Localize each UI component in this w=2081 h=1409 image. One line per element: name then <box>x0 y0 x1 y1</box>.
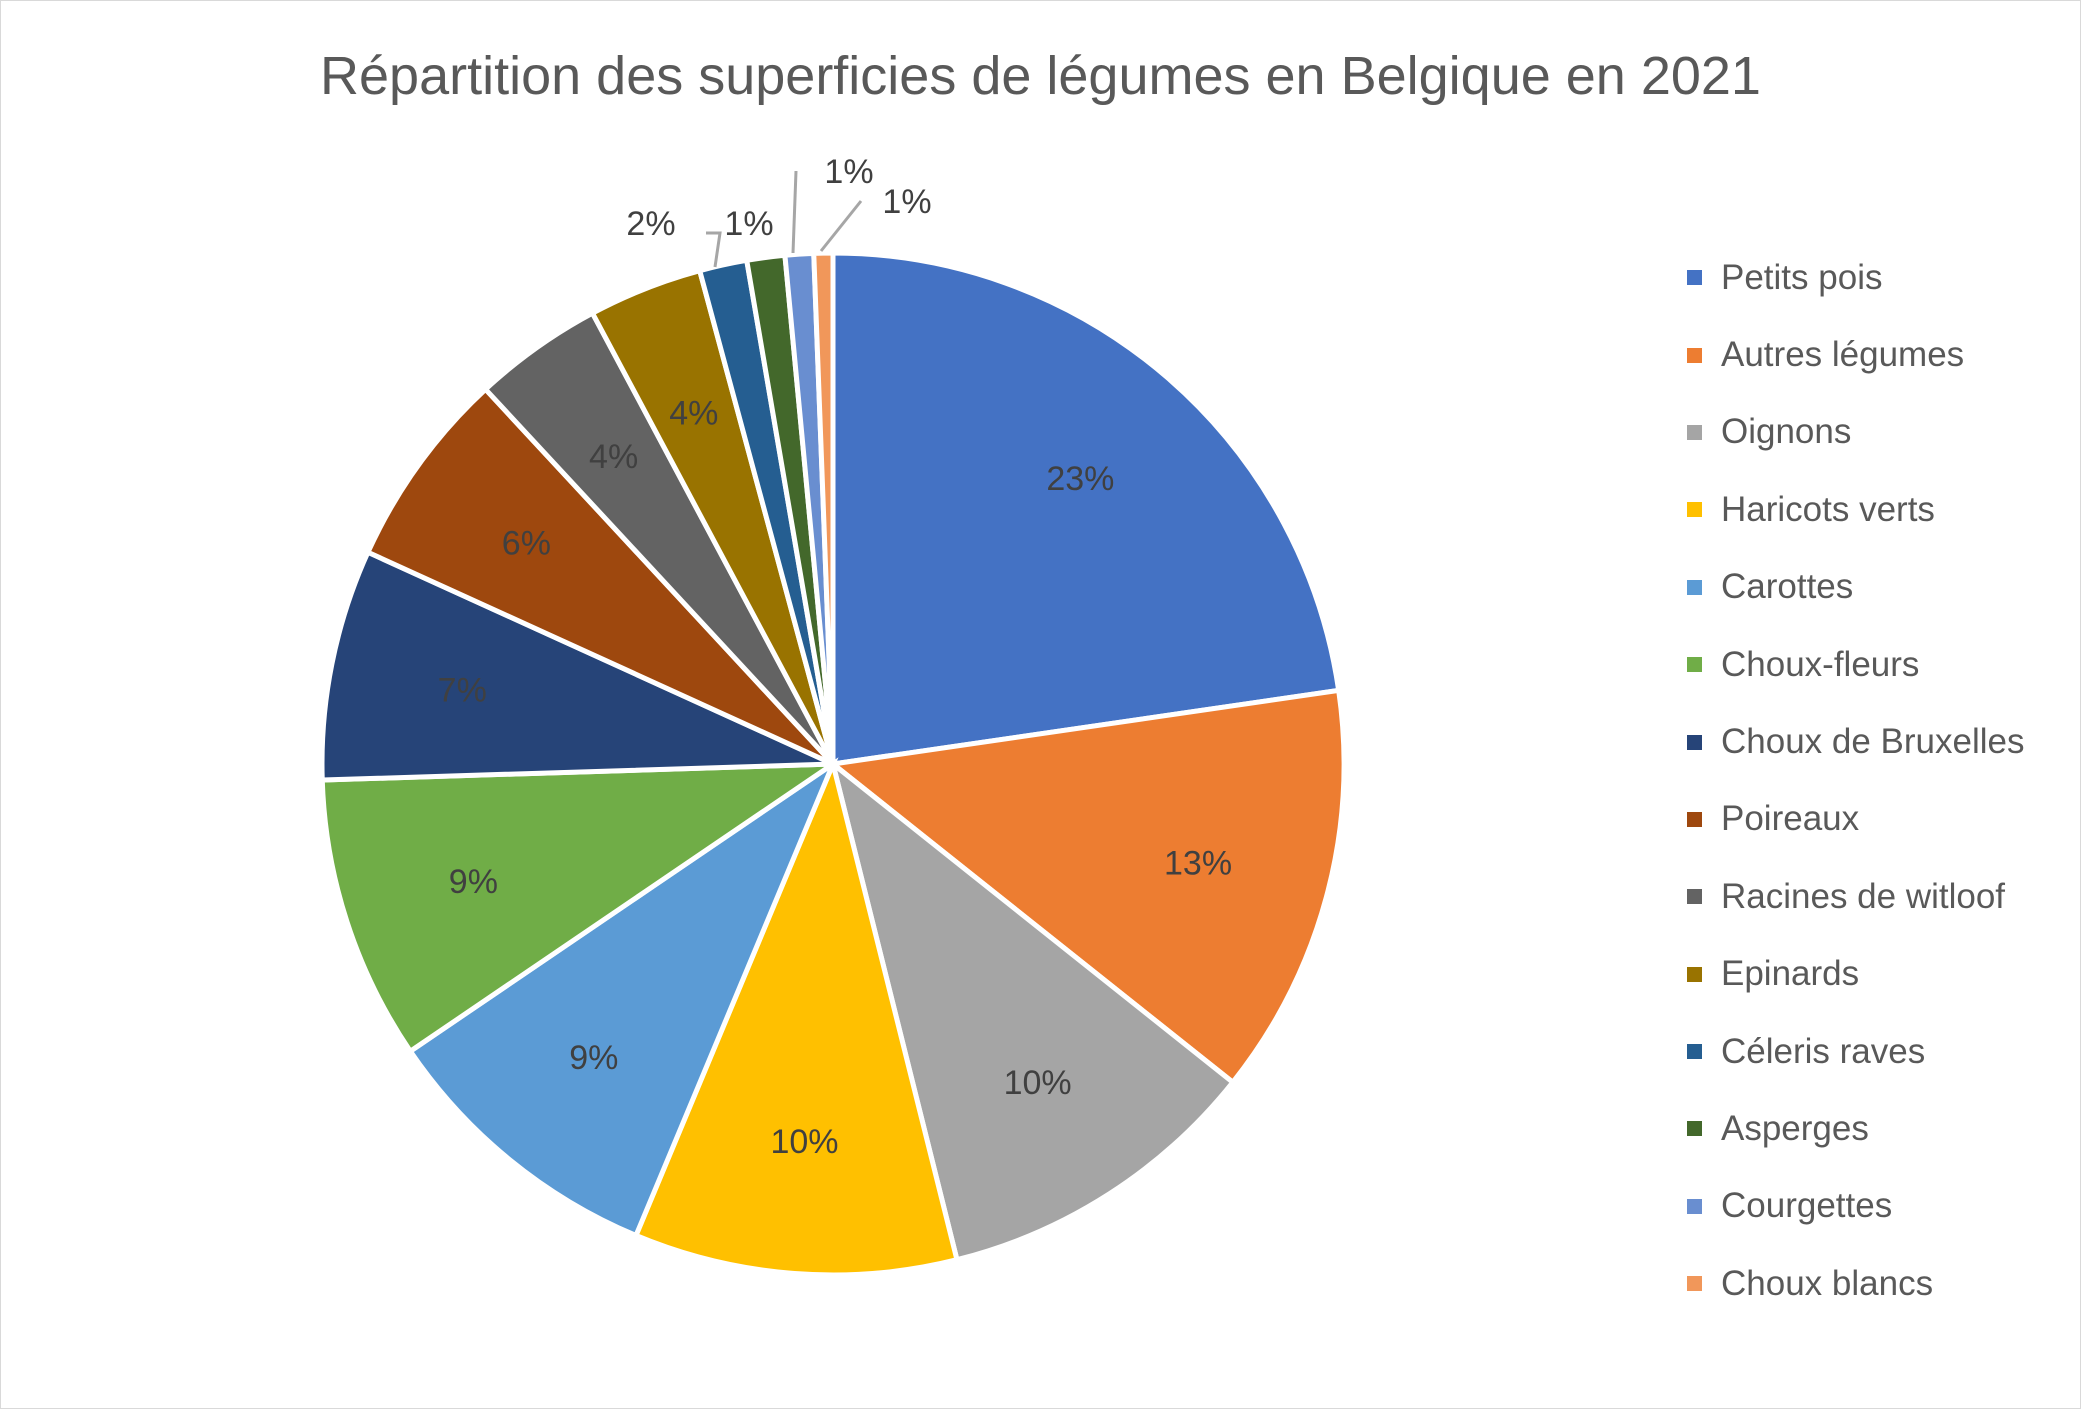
legend-item: Carottes <box>1687 549 2025 626</box>
data-label-0: 23% <box>1046 460 1114 498</box>
data-label-8: 4% <box>589 438 638 476</box>
leader-line-12 <box>791 170 798 254</box>
legend-item: Haricots verts <box>1687 471 2025 548</box>
legend: Petits pois Autres légumes Oignons Haricots… <box>1687 239 2025 1322</box>
legend-swatch <box>1687 734 1702 750</box>
legend-label: Racines de witloof <box>1721 876 2006 916</box>
data-label-13: 1% <box>882 183 931 221</box>
pie-slice-5 <box>319 761 842 1055</box>
pie-slice-0 <box>830 250 1342 767</box>
data-label-1: 13% <box>1164 845 1232 883</box>
data-label-9: 4% <box>669 394 718 432</box>
legend-label: Choux de Bruxelles <box>1721 722 2025 762</box>
legend-label: Carottes <box>1721 567 1854 607</box>
legend-item: Courgettes <box>1687 1168 2025 1245</box>
legend-item: Racines de witloof <box>1687 858 2025 935</box>
legend-label: Courgettes <box>1721 1186 1893 1226</box>
leader-line-13 <box>819 200 863 252</box>
legend-swatch <box>1687 966 1702 982</box>
legend-item: Asperges <box>1687 1090 2025 1167</box>
legend-swatch <box>1687 347 1702 363</box>
legend-label: Asperges <box>1721 1108 1869 1148</box>
data-label-2: 10% <box>1004 1064 1072 1102</box>
legend-item: Petits pois <box>1687 239 2025 316</box>
legend-label: Choux-fleurs <box>1721 644 1920 684</box>
legend-swatch <box>1687 657 1702 673</box>
pie-slice-1 <box>826 687 1347 1086</box>
legend-item: Céleris raves <box>1687 1013 2025 1090</box>
legend-swatch <box>1687 270 1702 286</box>
legend-item: Autres légumes <box>1687 316 2025 393</box>
legend-swatch <box>1687 424 1702 440</box>
pie-slice-2 <box>828 757 1237 1263</box>
legend-label: Petits pois <box>1721 257 1883 297</box>
pie-slice-3 <box>632 756 960 1278</box>
pie-slice-4 <box>406 757 839 1239</box>
leader-line-10 <box>706 231 722 268</box>
data-label-5: 9% <box>449 863 498 901</box>
legend-item: Poireaux <box>1687 781 2025 858</box>
legend-label: Céleris raves <box>1721 1031 1926 1071</box>
chart-title: Répartition des superficies de légumes e… <box>320 46 1761 106</box>
legend-item: Oignons <box>1687 394 2025 471</box>
data-label-7: 6% <box>502 525 551 563</box>
legend-label: Oignons <box>1721 412 1852 452</box>
legend-item: Choux de Bruxelles <box>1687 703 2025 780</box>
legend-label: Autres légumes <box>1721 335 1965 375</box>
legend-item: Choux-fleurs <box>1687 626 2025 703</box>
legend-swatch <box>1687 889 1702 905</box>
legend-item: Choux blancs <box>1687 1245 2025 1322</box>
pie-slice-6 <box>319 548 835 783</box>
legend-label: Poireaux <box>1721 799 1860 839</box>
legend-item: Epinards <box>1687 936 2025 1013</box>
legend-swatch <box>1687 811 1702 827</box>
data-label-6: 7% <box>438 672 487 710</box>
legend-swatch <box>1687 1121 1702 1137</box>
legend-label: Haricots verts <box>1721 489 1935 529</box>
pie-slice-7 <box>364 385 835 767</box>
legend-swatch <box>1687 1044 1702 1060</box>
legend-label: Epinards <box>1721 954 1860 994</box>
data-label-11: 1% <box>724 205 773 243</box>
data-label-4: 9% <box>569 1039 618 1077</box>
pie-slice-13 <box>811 250 836 765</box>
legend-swatch <box>1687 579 1702 595</box>
legend-swatch <box>1687 1276 1702 1292</box>
legend-swatch <box>1687 1198 1702 1214</box>
data-label-10: 2% <box>626 205 675 243</box>
data-label-3: 10% <box>770 1123 838 1161</box>
data-label-12: 1% <box>824 153 873 191</box>
legend-label: Choux blancs <box>1721 1263 1934 1303</box>
legend-swatch <box>1687 502 1702 518</box>
